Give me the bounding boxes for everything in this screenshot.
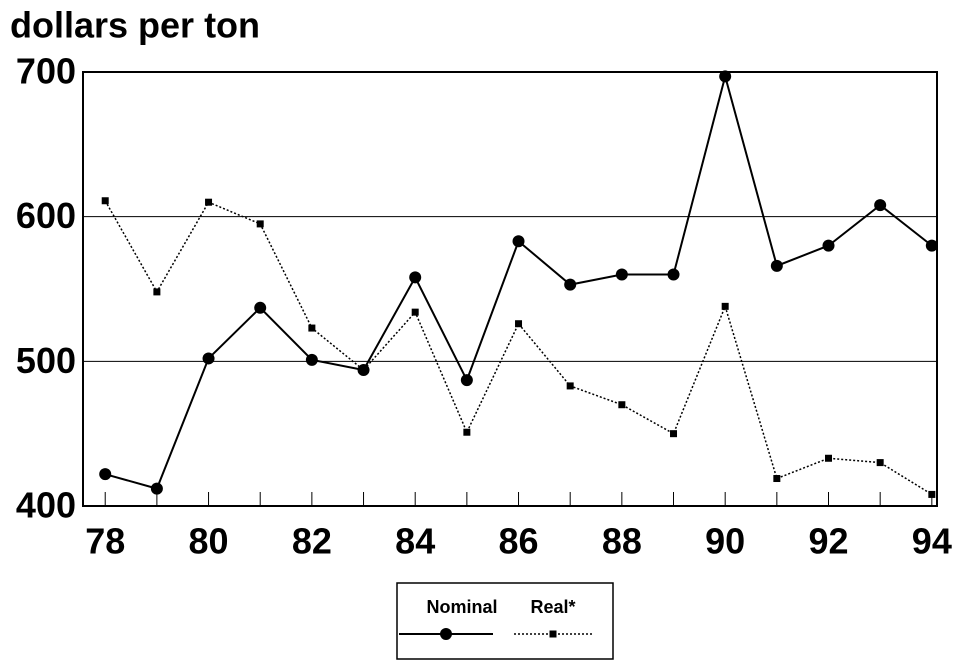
point [411, 308, 419, 316]
x-tick-label: 86 [499, 521, 539, 562]
point [825, 454, 833, 462]
legend-label: Nominal [426, 597, 497, 617]
x-tick-label: 78 [85, 521, 125, 562]
point [305, 353, 318, 366]
point [564, 278, 577, 291]
point [566, 382, 574, 390]
point [202, 352, 215, 365]
x-tick-label: 80 [189, 521, 229, 562]
point [773, 475, 781, 483]
point [770, 259, 783, 272]
point [876, 459, 884, 467]
legend-box [396, 582, 614, 660]
y-tick-label: 500 [16, 340, 76, 381]
point [460, 374, 473, 387]
x-tick-label: 88 [602, 521, 642, 562]
point [254, 301, 267, 314]
point [99, 468, 112, 481]
point [308, 324, 316, 332]
point [256, 220, 264, 228]
point [463, 428, 471, 436]
x-tick-label: 90 [705, 521, 745, 562]
y-tick-label: 700 [16, 51, 76, 92]
point [618, 401, 626, 409]
point [153, 288, 161, 296]
point [928, 490, 936, 498]
point [719, 70, 732, 83]
point [101, 197, 109, 205]
x-tick-label: 94 [912, 521, 952, 562]
y-tick-label: 400 [16, 485, 76, 526]
x-tick-label: 84 [395, 521, 435, 562]
x-tick-label: 92 [808, 521, 848, 562]
y-tick-label: 600 [16, 195, 76, 236]
legend-label: Real* [530, 597, 575, 617]
legend-marker [549, 630, 557, 638]
point [721, 302, 729, 310]
x-tick-label: 82 [292, 521, 332, 562]
point [512, 235, 525, 248]
point [409, 271, 422, 284]
point [205, 198, 213, 206]
series-line [104, 72, 933, 490]
point [670, 430, 678, 438]
point [150, 482, 163, 495]
plot-frame [82, 71, 938, 507]
point [822, 239, 835, 252]
point [925, 239, 938, 252]
legend-marker [440, 628, 452, 640]
point [667, 268, 680, 281]
point [360, 366, 368, 374]
point [515, 320, 523, 328]
chart-title: dollars per ton [10, 5, 260, 46]
point [874, 199, 887, 212]
point [615, 268, 628, 281]
series-line [104, 200, 933, 496]
